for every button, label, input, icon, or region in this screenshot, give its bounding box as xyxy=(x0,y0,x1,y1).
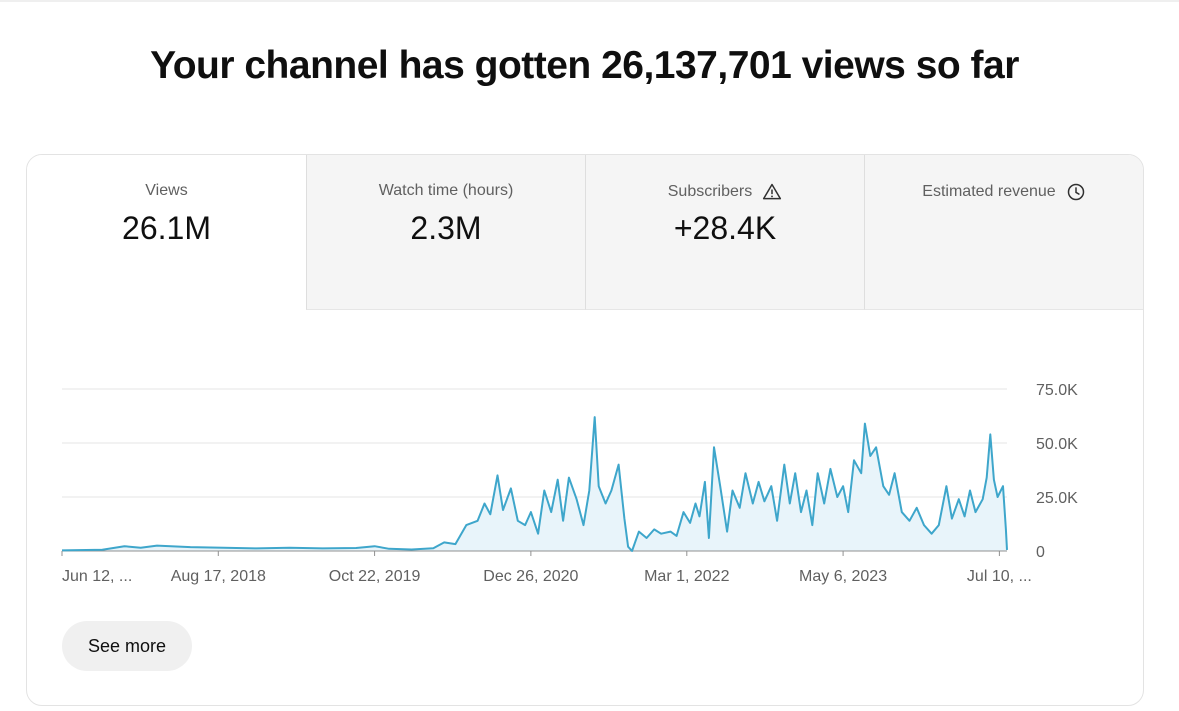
x-tick-label: Aug 17, 2018 xyxy=(171,568,266,585)
warning-icon xyxy=(763,183,782,200)
x-tick-label: Dec 26, 2020 xyxy=(483,568,578,585)
x-tick-label: Mar 1, 2022 xyxy=(644,568,729,585)
metric-tabs: Views 26.1M Watch time (hours) 2.3M Subs… xyxy=(27,155,1143,310)
y-tick-label: 50.0K xyxy=(1036,436,1078,453)
clock-icon xyxy=(1067,183,1084,201)
tab-watch-time-label: Watch time (hours) xyxy=(378,182,514,199)
x-tick-label: Oct 22, 2019 xyxy=(329,568,421,585)
tab-watch-time-value: 2.3M xyxy=(410,210,482,246)
y-tick-label: 75.0K xyxy=(1036,382,1078,399)
tab-subscribers-value: +28.4K xyxy=(673,210,777,246)
tab-views-value: 26.1M xyxy=(122,210,211,246)
y-tick-label: 25.0K xyxy=(1036,490,1078,507)
tab-views[interactable]: Views 26.1M xyxy=(27,155,306,310)
analytics-card: Views 26.1M Watch time (hours) 2.3M Subs… xyxy=(26,154,1144,706)
see-more-button[interactable]: See more xyxy=(62,621,192,671)
tab-subscribers[interactable]: Subscribers +28.4K xyxy=(585,155,864,310)
top-divider xyxy=(0,0,1179,2)
series-area xyxy=(62,417,1007,551)
x-tick-label: May 6, 2023 xyxy=(799,568,887,585)
tab-subscribers-label: Subscribers xyxy=(667,183,753,200)
tab-estimated-revenue-label: Estimated revenue xyxy=(922,183,1056,200)
tab-watch-time[interactable]: Watch time (hours) 2.3M xyxy=(306,155,585,310)
x-tick-label: Jun 12, ... xyxy=(62,568,132,585)
series-line xyxy=(61,416,1008,552)
views-chart: 0 25.0K 50.0K 75.0K Jun 12, ... Aug 17, 2018 O… xyxy=(61,382,1078,585)
page-title: Your channel has gotten 26,137,701 views… xyxy=(150,44,1019,87)
tab-estimated-revenue[interactable]: Estimated revenue xyxy=(864,155,1143,310)
x-tick-label: Jul 10, ... xyxy=(967,568,1032,585)
tab-views-label: Views xyxy=(145,182,188,199)
y-tick-label: 0 xyxy=(1036,544,1045,561)
